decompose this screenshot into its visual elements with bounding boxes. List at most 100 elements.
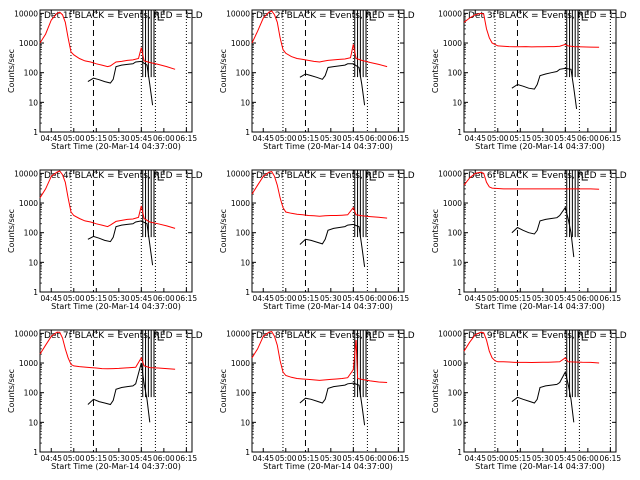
x-axis-label: Start Time (20-Mar-14 04:37:00): [263, 462, 393, 471]
x-tick-label: 05:30: [532, 454, 554, 463]
y-axis-label: Counts/sec: [219, 209, 228, 253]
x-tick-label: 05:45: [131, 134, 153, 143]
y-axis-label: Counts/sec: [431, 49, 440, 93]
series-line-lld: [251, 10, 388, 68]
chart-title: Det 1f BLACK = Events, RED = LLD: [44, 11, 203, 21]
y-tick-label: 100: [236, 389, 251, 398]
chart-panel: Det 5f BLACK = Events, RED = LLD 1 10 100 10…: [219, 169, 415, 311]
chart-title: Det 7f BLACK = Events, RED = LLD: [44, 331, 203, 341]
x-tick-label: 05:15: [85, 454, 107, 463]
x-tick-label: 04:45: [252, 454, 274, 463]
x-tick-label: 06:15: [388, 294, 410, 303]
y-axis-label: Counts/sec: [7, 209, 16, 253]
y-axis-label: Counts/sec: [431, 209, 440, 253]
x-tick-label: 05:00: [275, 294, 297, 303]
x-axis-label: Start Time (20-Mar-14 04:37:00): [475, 462, 605, 471]
x-tick-label: 06:00: [153, 294, 175, 303]
x-tick-label: 06:00: [153, 134, 175, 143]
x-tick-label: 05:30: [320, 294, 342, 303]
y-tick-label: 10000: [14, 169, 38, 178]
plot-frame: [463, 329, 617, 453]
x-axis-label: Start Time (20-Mar-14 04:37:00): [51, 142, 181, 151]
series-line-events: [87, 60, 154, 106]
y-tick-label: 1: [457, 288, 462, 297]
x-tick-label: 05:45: [131, 294, 153, 303]
y-tick-label: 1: [245, 448, 250, 457]
x-axis-label: Start Time (20-Mar-14 04:37:00): [475, 142, 605, 151]
y-tick-label: 1000: [443, 199, 462, 208]
y-tick-label: 10: [28, 258, 38, 267]
status-step: [154, 332, 164, 341]
chart-title: Det 5f BLACK = Events, RED = LLD: [256, 171, 415, 181]
chart-panel: Det 9f BLACK = Events, RED = LLD 1 10 100 10…: [431, 329, 627, 471]
y-tick-label: 100: [24, 229, 39, 238]
x-axis-label: Start Time (20-Mar-14 04:37:00): [475, 302, 605, 311]
x-tick-label: 05:00: [275, 134, 297, 143]
chart-panel: Det 8f BLACK = Events, RED = LLD 1 10 100 10…: [219, 329, 415, 471]
x-tick-label: 06:15: [176, 294, 198, 303]
status-step: [154, 12, 164, 21]
y-axis-label: Counts/sec: [7, 369, 16, 413]
chart-panel: Det 4f BLACK = Events, RED = LLD 1 10 100 10…: [7, 169, 203, 311]
plot-frame: [463, 9, 617, 133]
plot-frame: [463, 169, 617, 293]
series-line-events: [87, 220, 154, 266]
y-tick-label: 10000: [438, 9, 462, 18]
y-tick-label: 10000: [438, 329, 462, 338]
status-step: [366, 12, 376, 21]
y-tick-label: 10000: [226, 9, 250, 18]
chart-title: Det 6f BLACK = Events, RED = LLD: [468, 171, 627, 181]
y-axis-label: Counts/sec: [431, 369, 440, 413]
x-tick-label: 05:15: [509, 294, 531, 303]
series-line-lld: [39, 331, 176, 370]
x-tick-label: 05:30: [532, 294, 554, 303]
x-tick-label: 06:00: [577, 454, 599, 463]
x-tick-label: 06:00: [577, 294, 599, 303]
x-tick-label: 06:00: [577, 134, 599, 143]
chart-panel: Det 1f BLACK = Events, RED = LLD 1 10 100 10…: [7, 9, 203, 151]
x-tick-label: 04:45: [252, 134, 274, 143]
x-tick-label: 05:45: [343, 134, 365, 143]
y-tick-label: 1000: [231, 39, 250, 48]
x-tick-label: 05:15: [297, 454, 319, 463]
x-tick-label: 05:30: [108, 454, 130, 463]
x-axis-label: Start Time (20-Mar-14 04:37:00): [263, 142, 393, 151]
plot-frame: [39, 329, 193, 453]
x-tick-label: 04:45: [252, 294, 274, 303]
x-tick-label: 05:00: [487, 134, 509, 143]
x-tick-label: 05:45: [555, 454, 577, 463]
x-tick-label: 05:15: [297, 134, 319, 143]
x-tick-label: 06:00: [365, 454, 387, 463]
status-step: [366, 332, 376, 341]
x-tick-label: 05:00: [487, 294, 509, 303]
x-tick-label: 05:30: [108, 294, 130, 303]
x-tick-label: 06:15: [176, 454, 198, 463]
y-tick-label: 10000: [438, 169, 462, 178]
y-tick-label: 10: [28, 418, 38, 427]
plot-frame: [39, 169, 193, 293]
y-axis-label: Counts/sec: [7, 49, 16, 93]
x-tick-label: 04:45: [40, 134, 62, 143]
y-tick-label: 10: [452, 258, 462, 267]
x-tick-label: 04:45: [464, 134, 486, 143]
series-line-lld: [463, 171, 600, 190]
x-tick-label: 05:00: [63, 294, 85, 303]
x-tick-label: 06:15: [600, 134, 622, 143]
y-tick-label: 1000: [443, 359, 462, 368]
x-tick-label: 05:00: [487, 454, 509, 463]
y-tick-label: 100: [448, 69, 463, 78]
x-tick-label: 04:45: [40, 454, 62, 463]
x-tick-label: 06:15: [388, 454, 410, 463]
y-tick-label: 1: [33, 448, 38, 457]
y-tick-label: 100: [236, 69, 251, 78]
x-tick-label: 06:00: [365, 294, 387, 303]
chart-panel: Det 7f BLACK = Events, RED = LLD 1 10 100 10…: [7, 329, 203, 471]
x-axis-label: Start Time (20-Mar-14 04:37:00): [51, 302, 181, 311]
x-tick-label: 06:15: [388, 134, 410, 143]
y-tick-label: 1000: [231, 359, 250, 368]
y-tick-label: 1: [457, 448, 462, 457]
y-tick-label: 1: [245, 288, 250, 297]
y-tick-label: 10: [452, 418, 462, 427]
status-step: [578, 12, 588, 21]
y-tick-label: 1000: [19, 39, 38, 48]
